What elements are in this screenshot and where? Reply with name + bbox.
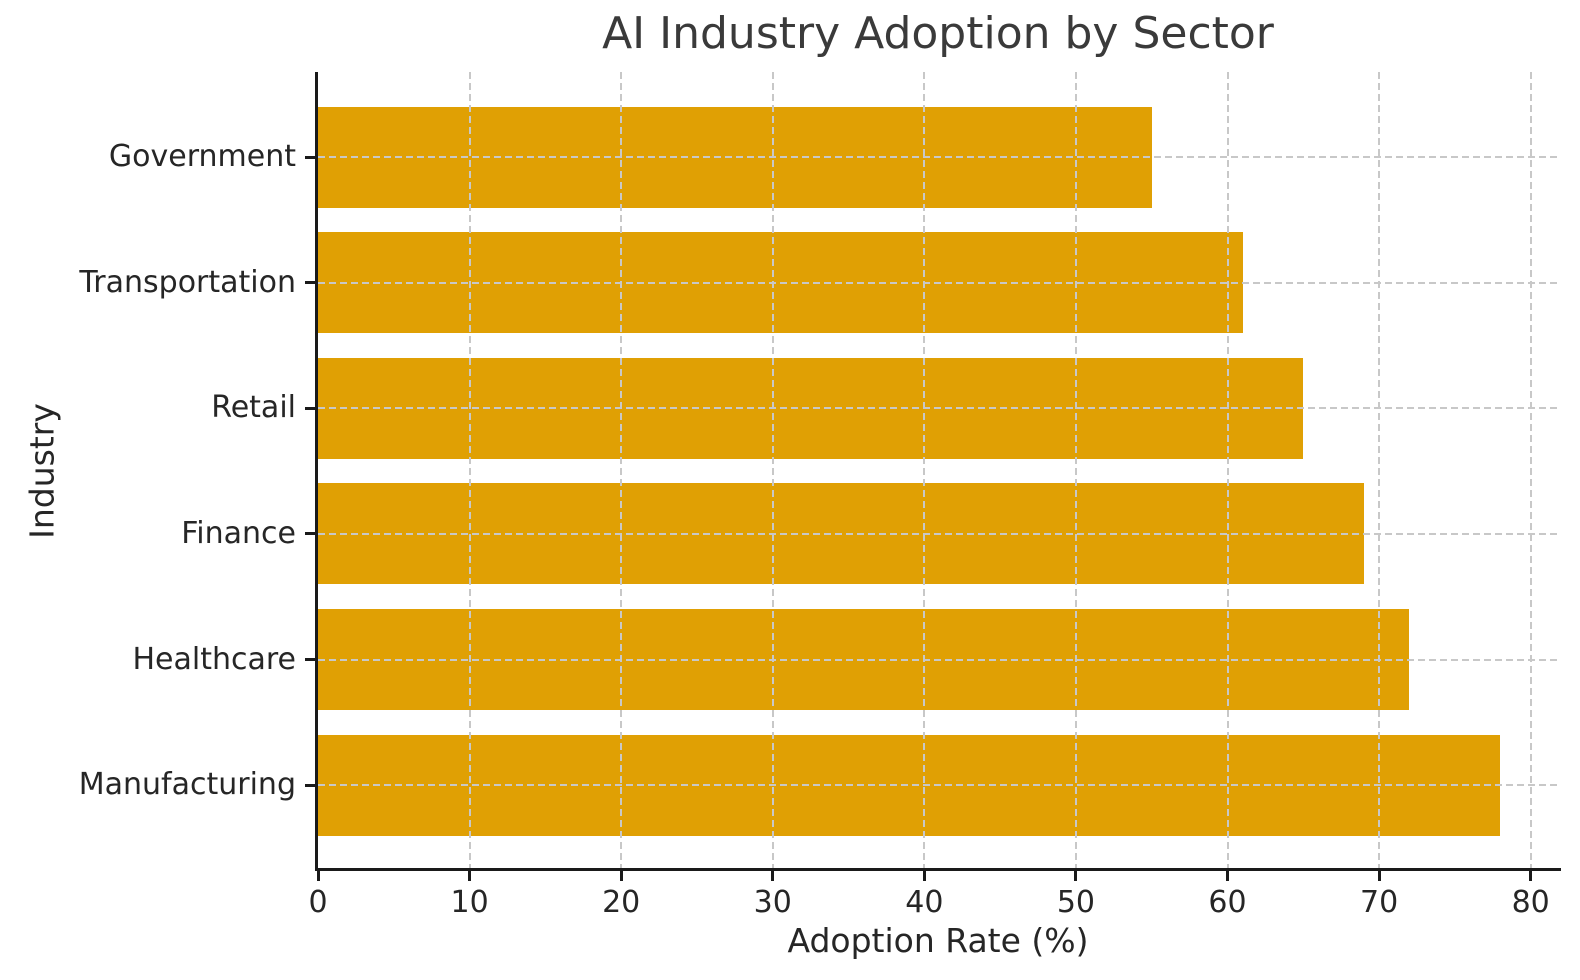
y-tick-mark [305, 532, 315, 536]
y-category-label: Government [108, 139, 296, 174]
y-category-label: Transportation [79, 264, 296, 300]
grid-layer [318, 72, 1561, 868]
v-gridline [1378, 72, 1381, 868]
v-gridline [771, 72, 774, 868]
x-tick-mark [922, 871, 926, 881]
x-tick-mark [316, 871, 320, 881]
h-gridline [318, 281, 1561, 284]
y-tick-mark [305, 783, 315, 787]
x-tick-mark [619, 871, 623, 881]
y-category-label: Retail [211, 390, 296, 426]
y-tick-mark [305, 155, 315, 159]
v-gridline [468, 72, 471, 868]
v-gridline [1074, 72, 1077, 868]
v-gridline [923, 72, 926, 868]
x-tick-label: 40 [905, 885, 944, 920]
h-gridline [318, 156, 1561, 158]
y-tick-mark [305, 658, 315, 662]
x-tick-mark [1226, 871, 1229, 881]
x-tick-mark [1529, 871, 1533, 881]
x-axis-label: Adoption Rate (%) [787, 921, 1089, 960]
x-tick-mark [771, 871, 775, 881]
x-tick-mark [1074, 871, 1078, 881]
x-tick-label: 0 [308, 885, 328, 920]
y-category-label: Healthcare [132, 641, 296, 677]
v-gridline [1226, 72, 1229, 868]
x-tick-label: 10 [450, 885, 489, 920]
v-gridline [1529, 72, 1532, 868]
y-tick-mark [305, 406, 315, 410]
x-tick-label: 70 [1360, 885, 1399, 920]
h-gridline [318, 658, 1561, 661]
y-tick-mark [305, 281, 315, 285]
h-gridline [318, 784, 1561, 787]
plot-area [315, 72, 1561, 871]
y-category-label: Manufacturing [78, 767, 296, 803]
y-category-label: Finance [181, 515, 296, 551]
x-tick-mark [468, 871, 472, 881]
x-tick-label: 50 [1056, 885, 1096, 920]
x-tick-mark [1377, 871, 1381, 881]
v-gridline [620, 72, 623, 868]
x-tick-label: 60 [1208, 885, 1247, 920]
x-tick-label: 30 [753, 885, 792, 920]
x-tick-label: 80 [1511, 885, 1550, 920]
x-tick-label: 20 [602, 885, 641, 920]
chart-title: AI Industry Adoption by Sector [602, 8, 1274, 59]
h-gridline [318, 407, 1561, 410]
h-gridline [318, 532, 1561, 535]
